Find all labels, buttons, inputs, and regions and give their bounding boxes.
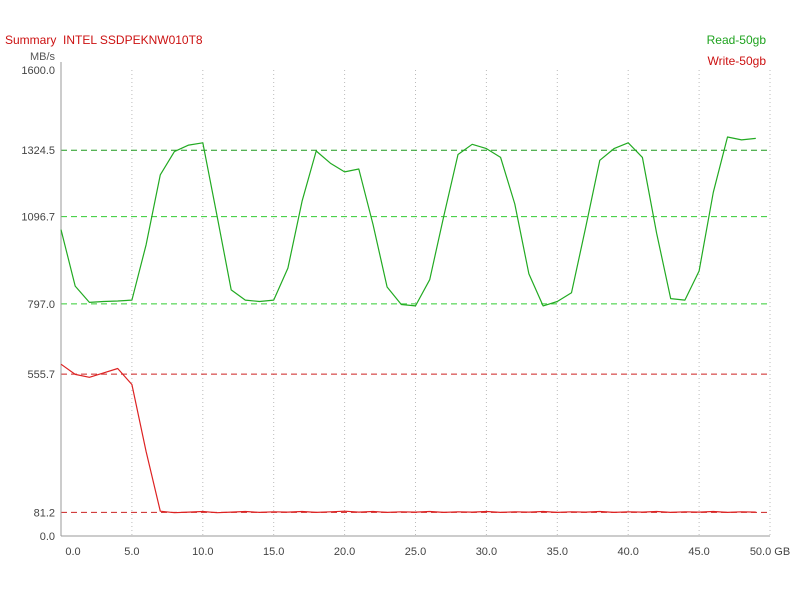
y-tick-label: 1324.5 bbox=[21, 145, 55, 157]
x-tick-label: 5.0 bbox=[124, 546, 139, 558]
series-layer bbox=[60, 136, 756, 514]
x-tick-label: 50.0 GB bbox=[750, 546, 790, 558]
x-tick-label: 30.0 bbox=[476, 546, 497, 558]
chart-title: Summary INTEL SSDPEKNW010T8 bbox=[5, 33, 203, 47]
x-tick-label: 45.0 bbox=[688, 546, 709, 558]
grid-layer bbox=[61, 70, 771, 536]
x-tick-label: 40.0 bbox=[617, 546, 638, 558]
series-line-read bbox=[60, 136, 756, 307]
y-tick-label: 1096.7 bbox=[21, 212, 55, 224]
legend-entry-read: Read-50gb bbox=[706, 33, 766, 47]
x-tick-label: 15.0 bbox=[263, 546, 284, 558]
label-layer: 1600.0 1324.5 1096.7 797.0 555.7 81.2 0.0 0.0 5.… bbox=[21, 65, 790, 558]
legend-entry-write: Write-50gb bbox=[707, 54, 766, 68]
axis-layer bbox=[60, 62, 770, 537]
y-tick-label: 81.2 bbox=[34, 507, 55, 519]
y-tick-label: 797.0 bbox=[27, 299, 55, 311]
x-tick-label: 25.0 bbox=[405, 546, 426, 558]
x-tick-label: 0.0 bbox=[65, 546, 80, 558]
series-line-write bbox=[60, 363, 756, 514]
y-axis-unit-label: MB/s bbox=[30, 51, 56, 63]
x-tick-label: 20.0 bbox=[334, 546, 355, 558]
y-tick-label: 0.0 bbox=[40, 531, 55, 543]
y-tick-label: 1600.0 bbox=[21, 65, 55, 77]
x-tick-label: 35.0 bbox=[547, 546, 568, 558]
y-tick-label: 555.7 bbox=[27, 369, 55, 381]
x-tick-label: 10.0 bbox=[192, 546, 213, 558]
